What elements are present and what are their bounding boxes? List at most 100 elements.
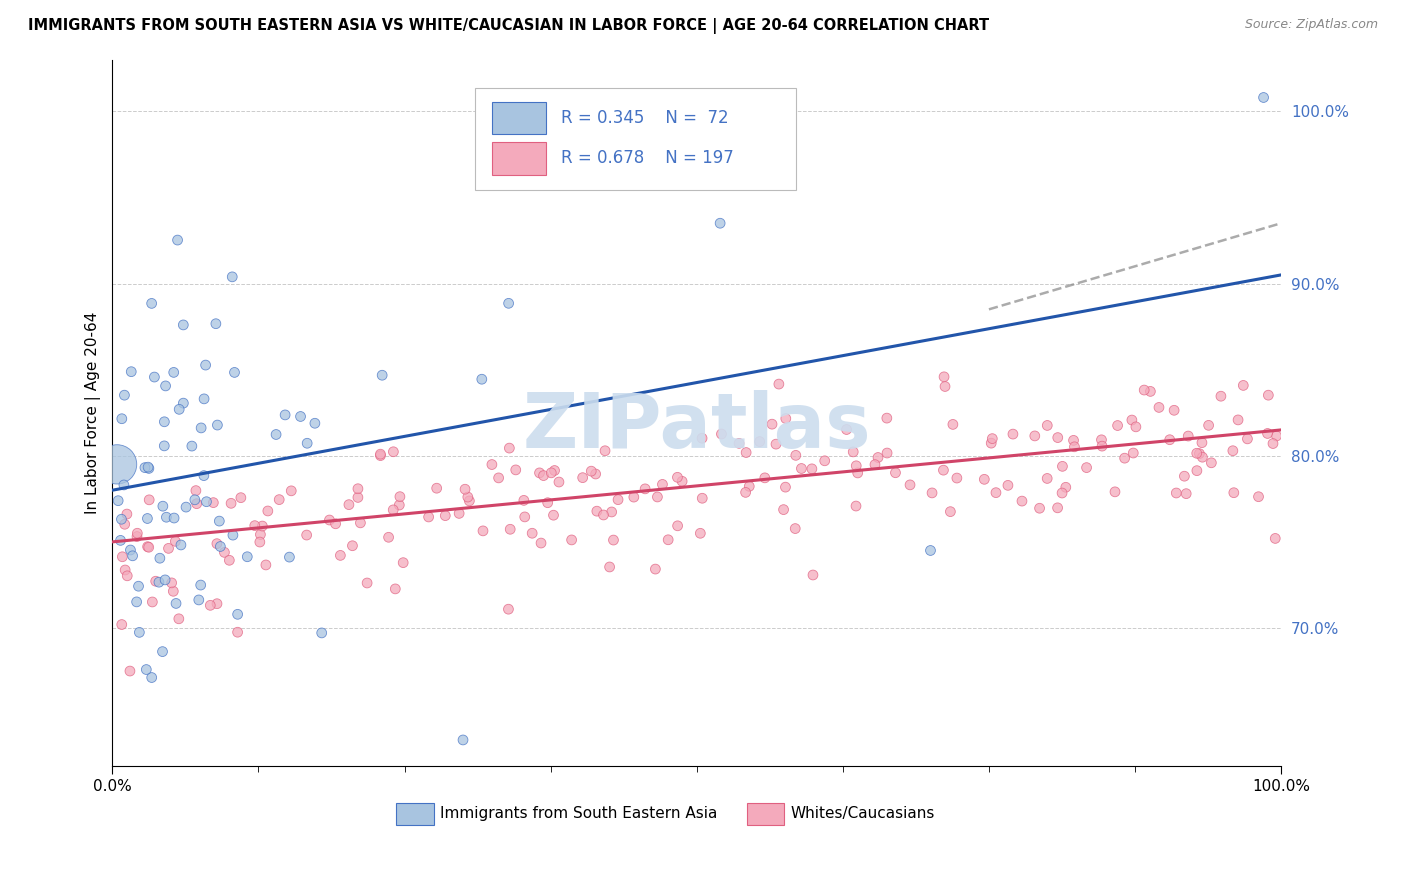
Point bbox=[765, 437, 787, 451]
Point bbox=[920, 543, 942, 558]
Point bbox=[152, 645, 174, 659]
Point bbox=[1236, 432, 1258, 446]
Point bbox=[222, 528, 245, 542]
Point bbox=[148, 575, 170, 590]
Point bbox=[135, 663, 157, 677]
Text: ZIPatlas: ZIPatlas bbox=[523, 390, 872, 464]
FancyBboxPatch shape bbox=[492, 102, 546, 135]
Point bbox=[110, 533, 132, 548]
Point bbox=[1222, 443, 1244, 458]
Point bbox=[392, 556, 415, 570]
Point bbox=[118, 664, 141, 678]
Point bbox=[194, 358, 217, 372]
Point bbox=[505, 463, 527, 477]
Point bbox=[548, 475, 571, 489]
Point bbox=[785, 448, 807, 462]
Point bbox=[543, 463, 565, 477]
Point bbox=[921, 486, 943, 500]
Point bbox=[162, 584, 184, 599]
Point bbox=[117, 569, 139, 583]
Point bbox=[347, 482, 370, 496]
Point bbox=[709, 216, 731, 230]
Point bbox=[152, 499, 174, 513]
Point bbox=[111, 411, 134, 425]
Point bbox=[280, 483, 302, 498]
Point bbox=[145, 574, 167, 589]
Point bbox=[107, 493, 129, 508]
Point bbox=[274, 408, 297, 422]
Point bbox=[1063, 440, 1085, 454]
Point bbox=[585, 467, 607, 481]
Point bbox=[127, 526, 149, 541]
Point bbox=[229, 491, 252, 505]
Point bbox=[499, 522, 522, 536]
Point bbox=[434, 508, 457, 523]
Point bbox=[249, 527, 271, 541]
Point bbox=[530, 536, 553, 550]
Point bbox=[1125, 420, 1147, 434]
Point bbox=[205, 536, 228, 550]
Point bbox=[939, 505, 962, 519]
Text: Source: ZipAtlas.com: Source: ZipAtlas.com bbox=[1244, 18, 1378, 31]
Point bbox=[149, 551, 172, 566]
Point bbox=[845, 499, 868, 513]
Point bbox=[1265, 429, 1288, 443]
Point bbox=[814, 454, 837, 468]
Point bbox=[155, 379, 177, 393]
Point bbox=[134, 460, 156, 475]
Point bbox=[689, 526, 711, 541]
Point bbox=[200, 599, 222, 613]
Point bbox=[690, 431, 713, 445]
Point bbox=[167, 612, 190, 626]
Point bbox=[120, 543, 142, 558]
Point bbox=[382, 444, 405, 458]
Point bbox=[166, 233, 188, 247]
Point bbox=[269, 492, 291, 507]
Point bbox=[1257, 426, 1279, 441]
Point bbox=[214, 545, 236, 559]
Point bbox=[666, 470, 689, 484]
Y-axis label: In Labor Force | Age 20-64: In Labor Force | Age 20-64 bbox=[86, 311, 101, 514]
Point bbox=[167, 402, 190, 417]
Point bbox=[218, 553, 240, 567]
Point bbox=[1173, 469, 1195, 483]
Point bbox=[193, 468, 215, 483]
Point bbox=[256, 504, 278, 518]
Point bbox=[634, 482, 657, 496]
Point bbox=[984, 485, 1007, 500]
Point bbox=[110, 512, 132, 526]
Point bbox=[141, 595, 163, 609]
Point bbox=[138, 492, 160, 507]
Point bbox=[174, 500, 197, 515]
Point bbox=[141, 671, 163, 685]
Point bbox=[866, 450, 889, 465]
Point bbox=[208, 514, 231, 528]
Point bbox=[221, 269, 243, 284]
Point bbox=[600, 505, 623, 519]
Point bbox=[1188, 447, 1211, 461]
Point bbox=[1166, 486, 1188, 500]
Point bbox=[800, 462, 823, 476]
Point bbox=[1050, 486, 1073, 500]
Point bbox=[163, 365, 186, 379]
Point bbox=[1107, 418, 1129, 433]
Point bbox=[114, 563, 136, 577]
Point bbox=[801, 568, 824, 582]
Point bbox=[1198, 418, 1220, 433]
Point bbox=[295, 528, 318, 542]
Point bbox=[932, 463, 955, 477]
Point bbox=[451, 733, 474, 747]
Point bbox=[647, 490, 669, 504]
Point bbox=[384, 582, 406, 596]
Point bbox=[370, 447, 392, 461]
Point bbox=[295, 436, 318, 450]
Point bbox=[1091, 439, 1114, 453]
Point bbox=[973, 472, 995, 486]
Point bbox=[657, 533, 679, 547]
Point bbox=[318, 513, 340, 527]
Point bbox=[195, 494, 218, 508]
Point bbox=[1201, 456, 1223, 470]
Point bbox=[153, 415, 176, 429]
Point bbox=[249, 535, 271, 549]
Point bbox=[728, 436, 751, 450]
